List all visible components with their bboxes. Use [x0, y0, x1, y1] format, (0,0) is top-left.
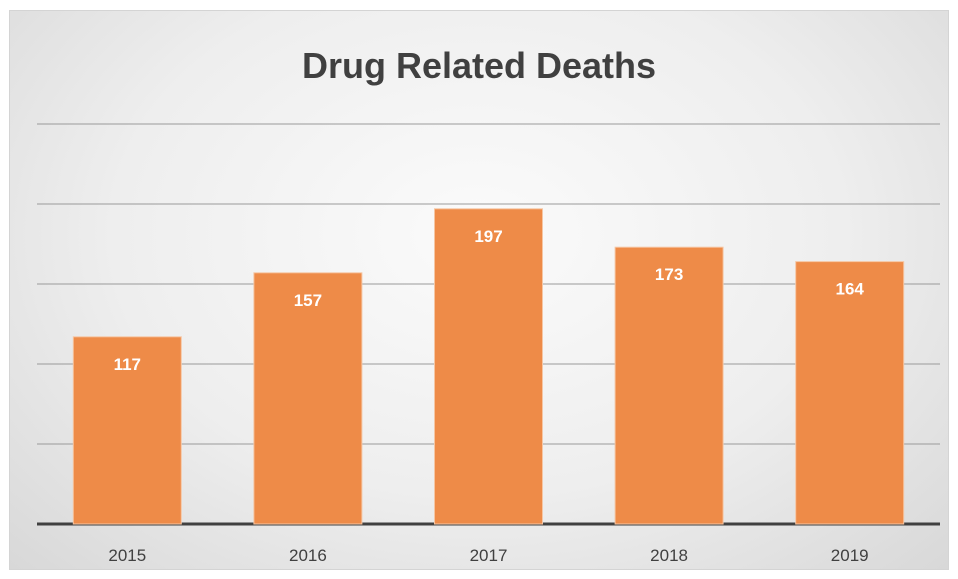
bars — [72, 208, 905, 525]
bar-2017 — [434, 208, 543, 525]
chart-title: Drug Related Deaths — [301, 45, 657, 86]
data-label-2017: 197 — [474, 227, 502, 246]
data-labels: 117 157 197 173 164 — [114, 227, 865, 374]
x-tick-label-2017: 2017 — [470, 546, 508, 565]
data-label-2018: 173 — [655, 265, 683, 284]
x-tick-label-2019: 2019 — [831, 546, 869, 565]
x-tick-label-2018: 2018 — [650, 546, 688, 565]
bar-2019 — [795, 261, 905, 525]
bar-2016 — [253, 272, 363, 525]
x-tick-label-2016: 2016 — [289, 546, 327, 565]
x-tick-label-2015: 2015 — [108, 546, 146, 565]
data-label-2015: 117 — [114, 355, 141, 374]
chart-area: Drug Related Deaths 117 157 197 173 164 2015… — [9, 10, 949, 570]
data-label-2016: 157 — [294, 291, 322, 310]
bar-2015 — [72, 336, 182, 525]
bar-2018 — [614, 246, 724, 525]
x-tick-labels: 2015 2016 2017 2018 2019 — [108, 546, 868, 565]
plot-area: 117 157 197 173 164 2015 2016 2017 2018 2019 — [37, 123, 940, 565]
data-label-2019: 164 — [836, 280, 865, 299]
